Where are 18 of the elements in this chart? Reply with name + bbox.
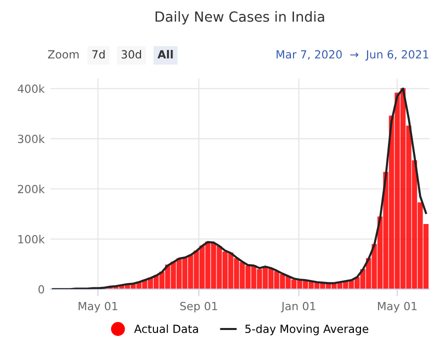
y-tick-label: 400k [18, 84, 45, 93]
legend-label: 5-day Moving Average [245, 324, 368, 336]
y-tick-label: 100k [18, 234, 45, 244]
x-tick-label: Jan 01 [280, 302, 316, 312]
y-tick-label: 0 [38, 285, 44, 294]
text: Zoom [48, 50, 79, 59]
text: Mar 7, 2020 → Jun 6, 2021 [276, 50, 428, 61]
text: 7d [92, 50, 105, 59]
line-series [52, 88, 428, 290]
x-tick-label: Sep 01 [180, 302, 218, 312]
text: 30d [122, 50, 141, 59]
chart-title: Daily New Cases in India [156, 11, 324, 25]
text: All [158, 50, 173, 58]
y-tick-label: 200k [18, 184, 45, 194]
x-tick-label: May 01 [378, 302, 417, 312]
x-tick-label: May 01 [78, 302, 118, 312]
y-tick-label: 300k [18, 134, 45, 144]
legend-label: Actual Data [134, 324, 198, 334]
